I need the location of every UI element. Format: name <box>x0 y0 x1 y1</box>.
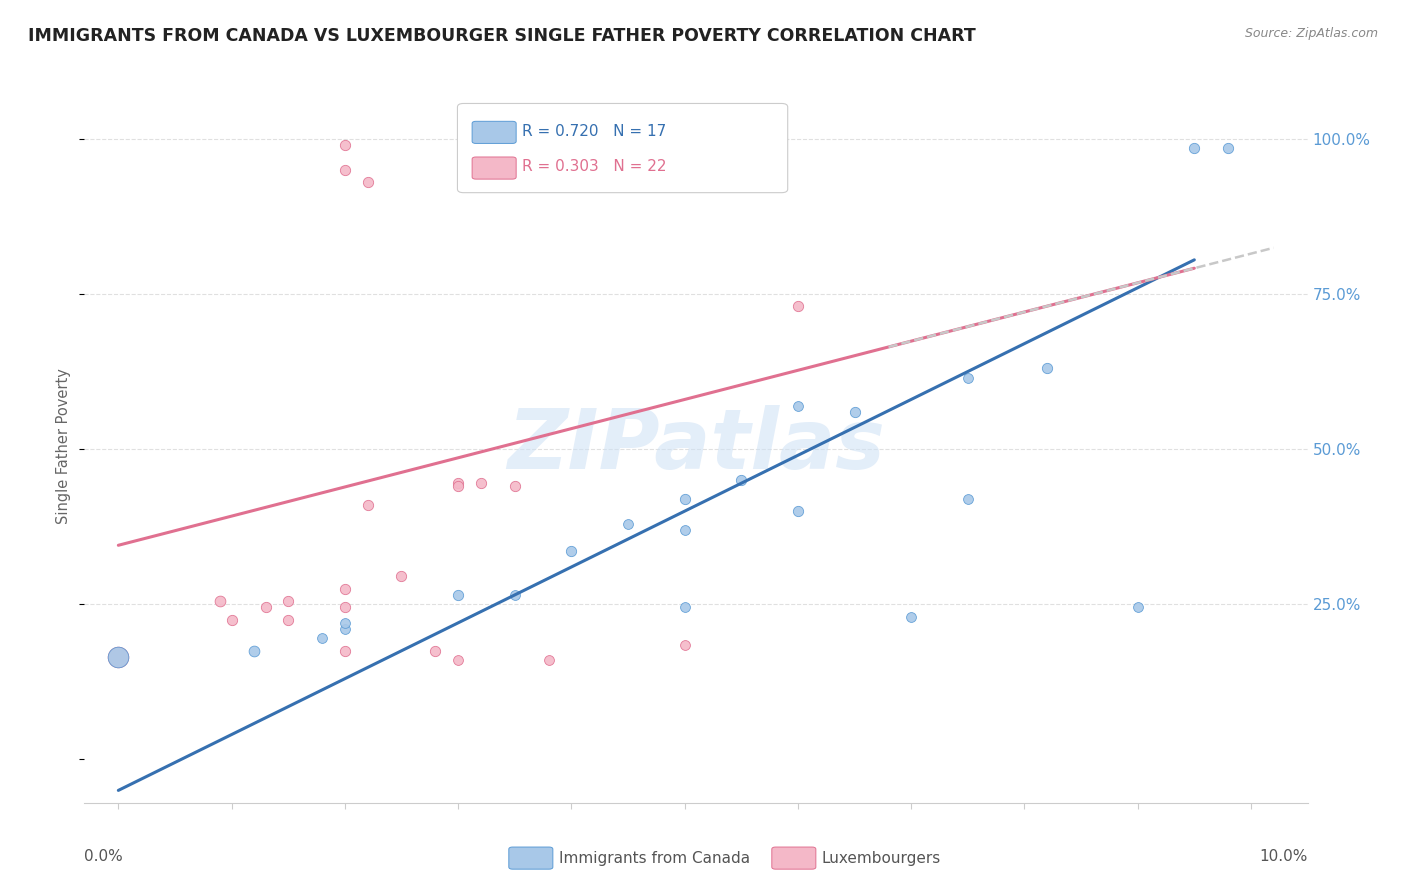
Text: R = 0.303   N = 22: R = 0.303 N = 22 <box>522 160 666 175</box>
Point <box>356 498 378 512</box>
Point <box>107 650 129 665</box>
Point <box>333 644 356 658</box>
Point <box>277 613 299 627</box>
Point <box>1218 141 1240 155</box>
Point <box>356 175 378 189</box>
FancyBboxPatch shape <box>772 847 815 869</box>
FancyBboxPatch shape <box>509 847 553 869</box>
Point <box>254 600 277 615</box>
Point <box>333 600 356 615</box>
Point <box>1182 141 1205 155</box>
Point <box>447 476 470 491</box>
Point <box>673 523 696 537</box>
Point <box>311 632 333 646</box>
Point <box>730 473 752 487</box>
Point <box>673 600 696 615</box>
Point <box>333 622 356 636</box>
Point <box>107 650 129 665</box>
Point <box>956 491 979 506</box>
Point <box>787 399 810 413</box>
Text: ZIPatlas: ZIPatlas <box>508 406 884 486</box>
Point <box>333 162 356 177</box>
Point <box>787 504 810 518</box>
Point <box>503 588 526 602</box>
Point <box>447 588 470 602</box>
Point <box>425 644 447 658</box>
Point <box>391 569 413 583</box>
Point <box>447 479 470 493</box>
Y-axis label: Single Father Poverty: Single Father Poverty <box>56 368 72 524</box>
Point <box>673 638 696 652</box>
Text: Source: ZipAtlas.com: Source: ZipAtlas.com <box>1244 27 1378 40</box>
Point <box>333 615 356 630</box>
Point <box>900 609 922 624</box>
Point <box>787 299 810 313</box>
Point <box>221 613 243 627</box>
Text: 0.0%: 0.0% <box>84 849 124 864</box>
Point <box>277 594 299 608</box>
Point <box>503 479 526 493</box>
FancyBboxPatch shape <box>472 121 516 144</box>
Point <box>447 653 470 667</box>
Point <box>333 138 356 153</box>
Point <box>1036 361 1059 376</box>
Point <box>844 405 866 419</box>
Text: Luxembourgers: Luxembourgers <box>823 851 941 866</box>
FancyBboxPatch shape <box>457 103 787 193</box>
Point <box>333 582 356 596</box>
Text: IMMIGRANTS FROM CANADA VS LUXEMBOURGER SINGLE FATHER POVERTY CORRELATION CHART: IMMIGRANTS FROM CANADA VS LUXEMBOURGER S… <box>28 27 976 45</box>
Point <box>673 491 696 506</box>
Point <box>470 476 492 491</box>
Point <box>209 594 232 608</box>
Point <box>243 644 266 658</box>
Text: Immigrants from Canada: Immigrants from Canada <box>560 851 749 866</box>
Point <box>956 370 979 384</box>
Point <box>1126 600 1149 615</box>
Point <box>617 516 640 531</box>
Point <box>560 544 582 558</box>
Text: 10.0%: 10.0% <box>1260 849 1308 864</box>
Text: R = 0.720   N = 17: R = 0.720 N = 17 <box>522 124 666 139</box>
FancyBboxPatch shape <box>472 157 516 179</box>
Point <box>537 653 560 667</box>
